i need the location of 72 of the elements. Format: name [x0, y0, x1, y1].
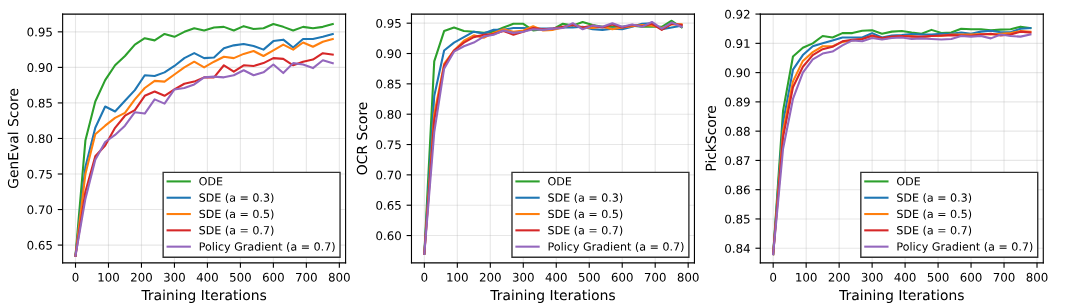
y-tick-label: 0.95 [27, 27, 52, 37]
x-tick-label: 600 [611, 272, 633, 282]
x-tick-label: 300 [861, 272, 883, 282]
y-tick-label: 0.84 [725, 243, 750, 253]
x-tick-label: 200 [131, 272, 152, 282]
legend-label: Policy Gradient (a = 0.7) [548, 242, 684, 253]
legend-label: SDE (a = 0.7) [897, 225, 972, 236]
x-tick-label: 600 [960, 272, 982, 282]
y-tick-label: 0.90 [376, 49, 401, 59]
legend-label: Policy Gradient (a = 0.7) [897, 242, 1033, 253]
legend-label: SDE (a = 0.5) [199, 209, 274, 220]
legend-label: SDE (a = 0.7) [199, 225, 274, 236]
y-tick-label: 0.75 [27, 169, 52, 179]
y-axis-title: GenEval Score [7, 88, 19, 189]
x-tick-label: 500 [230, 272, 251, 282]
x-tick-label: 100 [796, 272, 817, 282]
legend-label: SDE (a = 0.3) [897, 193, 972, 204]
legend-label: SDE (a = 0.3) [548, 193, 623, 204]
y-tick-label: 0.86 [725, 185, 750, 195]
y-tick-label: 0.70 [376, 170, 401, 180]
y-tick-label: 0.75 [376, 140, 401, 150]
y-axis-title: PickScore [705, 105, 717, 171]
y-tick-label: 0.89 [725, 97, 750, 107]
legend-label: ODE [897, 177, 920, 186]
legend-label: ODE [548, 177, 572, 186]
y-tick-label: 0.80 [376, 109, 401, 119]
x-tick-label: 100 [447, 272, 468, 282]
legend-label: SDE (a = 0.3) [199, 193, 274, 204]
x-tick-label: 700 [993, 272, 1015, 282]
legend-label: SDE (a = 0.7) [548, 225, 623, 236]
x-tick-label: 800 [328, 272, 350, 282]
x-tick-label: 300 [164, 272, 185, 282]
x-tick-label: 400 [196, 272, 218, 282]
x-tick-label: 800 [1026, 272, 1048, 282]
y-tick-label: 0.87 [725, 156, 750, 166]
x-tick-label: 700 [644, 272, 666, 282]
x-axis-title: Training Iterations [490, 289, 615, 303]
x-tick-label: 800 [677, 272, 699, 282]
y-tick-label: 0.91 [725, 39, 750, 48]
y-tick-label: 0.70 [27, 205, 53, 215]
y-tick-label: 0.85 [27, 98, 52, 108]
x-tick-label: 0 [421, 272, 428, 282]
x-tick-label: 600 [262, 272, 284, 282]
x-tick-label: 0 [770, 272, 777, 282]
y-tick-label: 0.85 [725, 214, 750, 224]
y-tick-label: 0.80 [27, 134, 53, 144]
y-tick-label: 0.95 [376, 18, 401, 28]
x-tick-label: 0 [72, 272, 79, 282]
x-tick-label: 700 [296, 272, 317, 282]
y-tick-label: 0.60 [376, 231, 401, 241]
legend-label: SDE (a = 0.5) [897, 209, 972, 220]
x-tick-label: 300 [512, 272, 534, 282]
x-axis-title: Training Iterations [141, 289, 267, 303]
y-tick-label: 0.90 [27, 63, 53, 73]
x-tick-label: 400 [545, 272, 567, 282]
y-tick-label: 0.85 [376, 79, 401, 89]
x-tick-label: 500 [578, 272, 600, 282]
y-tick-label: 0.90 [725, 68, 750, 78]
y-tick-label: 0.65 [376, 200, 401, 210]
y-axis-title: OCR Score [356, 102, 368, 175]
y-tick-label: 0.88 [725, 126, 750, 136]
x-tick-label: 200 [828, 272, 850, 282]
y-tick-label: 0.92 [725, 9, 750, 19]
legend-label: SDE (a = 0.5) [548, 209, 623, 220]
x-tick-label: 500 [927, 272, 949, 282]
legend-label: ODE [199, 177, 223, 186]
legend-label: Policy Gradient (a = 0.7) [199, 242, 335, 253]
x-tick-label: 400 [894, 272, 916, 282]
x-tick-label: 200 [479, 272, 501, 282]
x-axis-title: Training Iterations [839, 289, 964, 303]
y-tick-label: 0.65 [27, 240, 52, 250]
x-tick-label: 100 [98, 272, 119, 282]
